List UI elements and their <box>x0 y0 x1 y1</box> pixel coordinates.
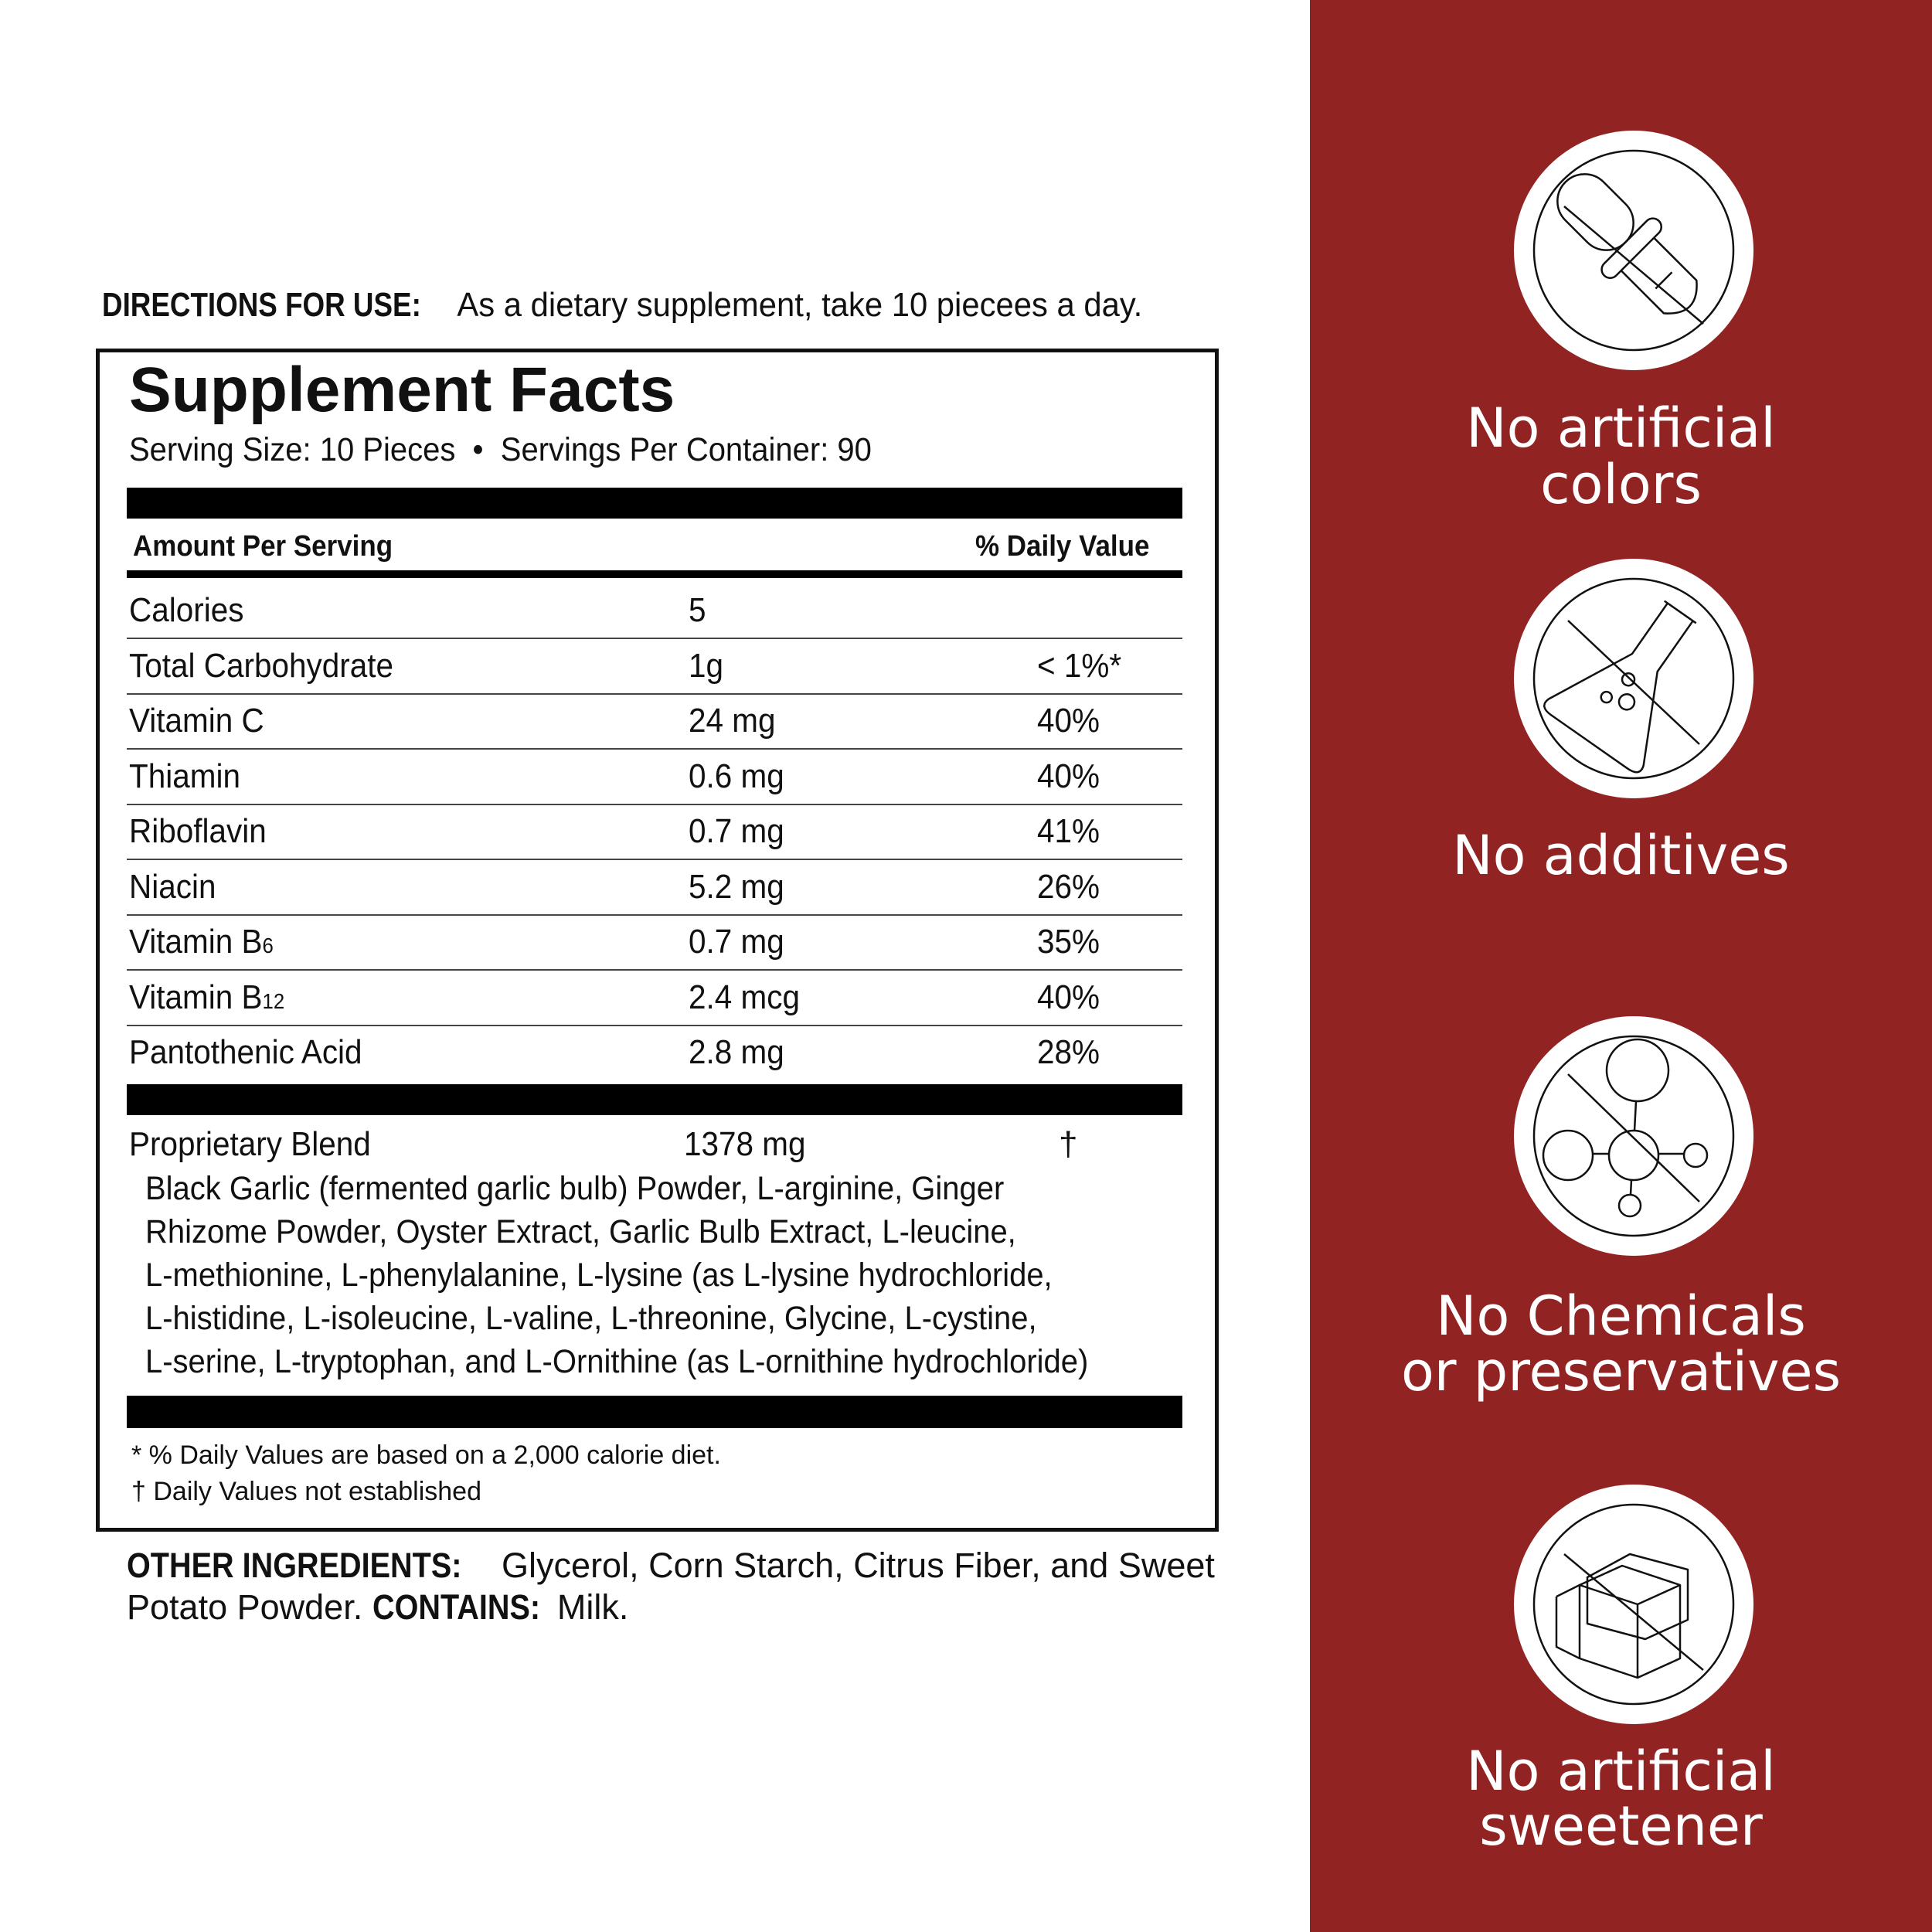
nutrient-row: Niacin 5.2 mg 26% <box>127 860 1182 916</box>
nutrient-amount: 5.2 mg <box>689 867 784 906</box>
nutrient-name: Vitamin B6 <box>129 923 274 961</box>
footnote: * % Daily Values are based on a 2,000 ca… <box>131 1440 721 1470</box>
nutrient-name: Total Carbohydrate <box>129 646 394 685</box>
nutrient-amount: 0.7 mg <box>689 923 784 961</box>
badge-circle <box>1514 559 1753 798</box>
other-ingredients: OTHER INGREDIENTS: Glycerol, Corn Starch… <box>127 1546 1215 1585</box>
nutrient-dv: 41% <box>1037 812 1100 850</box>
nutrient-dv: 28% <box>1037 1033 1100 1071</box>
amount-header: Amount Per Serving <box>133 530 393 563</box>
nutrient-amount: 5 <box>689 591 706 629</box>
nutrient-row: Riboflavin 0.7 mg 41% <box>127 804 1182 860</box>
directions: DIRECTIONS FOR USE: As a dietary supplem… <box>102 286 1143 324</box>
nutrient-name: Vitamin B12 <box>129 978 285 1016</box>
nutrient-row: Total Carbohydrate 1g < 1%* <box>127 639 1182 695</box>
row-divider <box>127 913 1182 916</box>
blend-ingredient-line: L-methionine, L-phenylalanine, L-lysine … <box>145 1257 1053 1294</box>
blend-dv: † <box>1059 1125 1078 1163</box>
nutrient-name: Pantothenic Acid <box>129 1033 362 1071</box>
row-divider <box>127 803 1182 805</box>
badge-label: sweetener <box>1479 1794 1763 1858</box>
nutrient-dv: 40% <box>1037 978 1100 1016</box>
divider-bar <box>127 1084 1182 1115</box>
footnote: † Daily Values not established <box>131 1477 481 1506</box>
nutrient-dv: < 1%* <box>1037 646 1122 685</box>
badge-label: No Chemicals <box>1436 1284 1806 1348</box>
blend-amount: 1378 mg <box>684 1125 806 1163</box>
dv-header: % Daily Value <box>975 530 1150 563</box>
nutrient-name: Riboflavin <box>129 812 267 850</box>
nutrient-amount: 24 mg <box>689 702 776 740</box>
blend-ingredient-line: Black Garlic (fermented garlic bulb) Pow… <box>145 1170 1005 1207</box>
row-divider <box>127 1024 1182 1026</box>
flask-icon <box>1532 577 1735 780</box>
nutrient-amount: 1g <box>689 646 724 685</box>
row-divider <box>127 638 1182 639</box>
nutrient-amount: 0.7 mg <box>689 812 784 850</box>
row-divider <box>127 969 1182 971</box>
nutrient-dv: 40% <box>1037 757 1100 795</box>
nutrient-dv: 26% <box>1037 867 1100 906</box>
nutrient-name: Niacin <box>129 867 216 906</box>
divider-bar <box>127 488 1182 519</box>
nutrient-dv: 35% <box>1037 923 1100 961</box>
badge-label: No additives <box>1452 824 1790 887</box>
supplement-facts-box <box>96 349 1219 1532</box>
nutrient-row: Pantothenic Acid 2.8 mg 28% <box>127 1026 1182 1081</box>
serving-info: Serving Size: 10 Pieces • Servings Per C… <box>129 431 872 468</box>
molecule-icon <box>1532 1035 1735 1237</box>
divider-bar <box>127 1396 1182 1428</box>
nutrient-row: Vitamin B12 2.4 mcg 40% <box>127 971 1182 1026</box>
blend-ingredient-line: L-serine, L-tryptophan, and L-Ornithine … <box>145 1343 1089 1380</box>
facts-title: Supplement Facts <box>129 355 675 425</box>
nutrient-amount: 2.4 mcg <box>689 978 800 1016</box>
other-ingredients-cont: Potato Powder. CONTAINS: Milk. <box>127 1587 629 1627</box>
nutrient-row: Vitamin B6 0.7 mg 35% <box>127 915 1182 971</box>
nutrient-dv: 40% <box>1037 702 1100 740</box>
nutrient-row: Vitamin C 24 mg 40% <box>127 694 1182 750</box>
badge-label: No artificial <box>1466 396 1776 460</box>
nutrient-name: Calories <box>129 591 244 629</box>
badge-circle <box>1514 1016 1753 1256</box>
badge-circle <box>1514 131 1753 370</box>
blend-ingredient-line: Rhizome Powder, Oyster Extract, Garlic B… <box>145 1213 1016 1250</box>
nutrient-amount: 2.8 mg <box>689 1033 784 1071</box>
row-divider <box>127 859 1182 860</box>
sugar-cube-icon <box>1532 1503 1735 1706</box>
nutrient-amount: 0.6 mg <box>689 757 784 795</box>
nutrient-row: Thiamin 0.6 mg 40% <box>127 750 1182 805</box>
nutrient-row: Calories 5 <box>127 583 1182 639</box>
row-divider <box>127 692 1182 695</box>
nutrient-name: Thiamin <box>129 757 240 795</box>
badge-label: No artificial <box>1466 1740 1776 1803</box>
nutrient-name: Vitamin C <box>129 702 264 740</box>
dropper-icon <box>1532 149 1735 352</box>
badge-circle <box>1514 1485 1753 1724</box>
blend-name: Proprietary Blend <box>129 1125 371 1163</box>
badge-label: or preservatives <box>1400 1340 1842 1403</box>
row-divider <box>127 748 1182 750</box>
divider-thick <box>127 570 1182 578</box>
blend-ingredient-line: L-histidine, L-isoleucine, L-valine, L-t… <box>145 1300 1037 1337</box>
badge-label: colors <box>1540 453 1702 516</box>
